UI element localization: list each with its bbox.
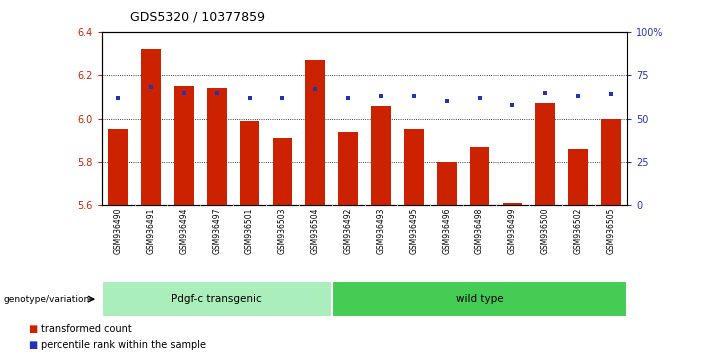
Text: ■: ■: [28, 340, 37, 350]
Point: [310, 86, 321, 92]
Text: GSM936498: GSM936498: [475, 207, 484, 254]
Bar: [437, 162, 456, 205]
Text: ■: ■: [28, 324, 37, 333]
Text: GSM936499: GSM936499: [508, 207, 517, 254]
Text: GSM936504: GSM936504: [311, 207, 320, 254]
Text: Pdgf-c transgenic: Pdgf-c transgenic: [171, 294, 262, 304]
Point: [178, 90, 189, 96]
Bar: [306, 60, 325, 205]
Bar: [174, 86, 193, 205]
Bar: [404, 130, 423, 205]
Text: GSM936493: GSM936493: [376, 207, 386, 254]
Text: GSM936494: GSM936494: [179, 207, 189, 254]
Text: GSM936502: GSM936502: [573, 207, 583, 254]
Text: GSM936496: GSM936496: [442, 207, 451, 254]
Text: GSM936492: GSM936492: [343, 207, 353, 254]
Bar: [601, 119, 621, 205]
Point: [145, 85, 156, 90]
Point: [606, 91, 617, 97]
Text: GSM936490: GSM936490: [114, 207, 123, 254]
Bar: [273, 138, 292, 205]
Text: wild type: wild type: [456, 294, 503, 304]
Point: [375, 93, 386, 99]
Text: transformed count: transformed count: [41, 324, 131, 333]
Point: [343, 95, 354, 101]
Bar: [371, 105, 391, 205]
Point: [441, 98, 452, 104]
Bar: [108, 130, 128, 205]
Text: GSM936495: GSM936495: [409, 207, 418, 254]
Bar: [569, 149, 588, 205]
Text: GSM936500: GSM936500: [540, 207, 550, 254]
Text: genotype/variation: genotype/variation: [4, 295, 90, 304]
Text: GSM936503: GSM936503: [278, 207, 287, 254]
Point: [112, 95, 123, 101]
Point: [507, 102, 518, 108]
Point: [244, 95, 255, 101]
Bar: [102, 281, 332, 317]
Point: [211, 90, 222, 96]
Text: GDS5320 / 10377859: GDS5320 / 10377859: [130, 11, 265, 24]
Text: GSM936505: GSM936505: [606, 207, 615, 254]
Bar: [332, 281, 627, 317]
Text: GSM936491: GSM936491: [147, 207, 156, 254]
Text: GSM936501: GSM936501: [245, 207, 254, 254]
Bar: [339, 132, 358, 205]
Point: [573, 93, 584, 99]
Text: percentile rank within the sample: percentile rank within the sample: [41, 340, 205, 350]
Point: [474, 95, 485, 101]
Bar: [470, 147, 489, 205]
Point: [277, 95, 288, 101]
Bar: [503, 203, 522, 205]
Bar: [240, 121, 259, 205]
Bar: [536, 103, 555, 205]
Point: [408, 93, 419, 99]
Point: [540, 90, 551, 96]
Bar: [207, 88, 226, 205]
Bar: [141, 49, 161, 205]
Text: GSM936497: GSM936497: [212, 207, 221, 254]
